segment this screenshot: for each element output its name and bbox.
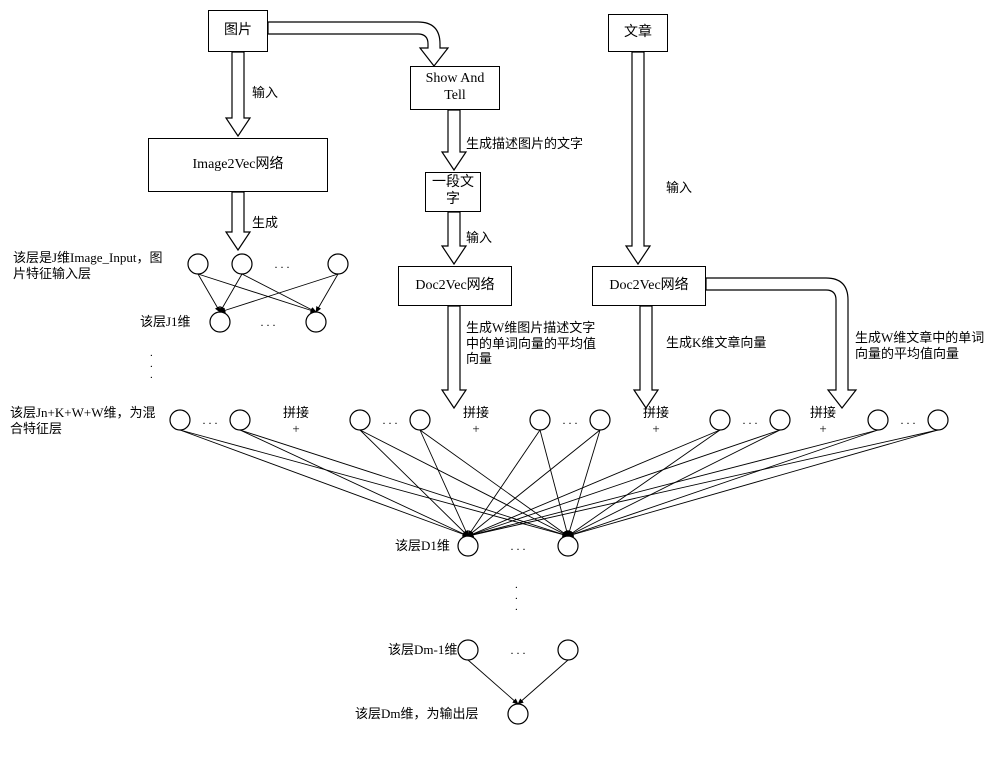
- svg-text:. . .: . . .: [901, 413, 916, 427]
- svg-text:. . .: . . .: [511, 539, 526, 553]
- svg-text:. . .: . . .: [275, 257, 290, 271]
- svg-text:. . .: . . .: [383, 413, 398, 427]
- svg-text:. . .: . . .: [511, 643, 526, 657]
- diagram-svg: . . . . . . . . . . . . . . . . . . . . . . . .…: [0, 0, 1000, 758]
- svg-text:. . .: . . .: [261, 315, 276, 329]
- svg-text:. . .: . . .: [203, 413, 218, 427]
- svg-text:. . .: . . .: [743, 413, 758, 427]
- svg-text:. . .: . . .: [563, 413, 578, 427]
